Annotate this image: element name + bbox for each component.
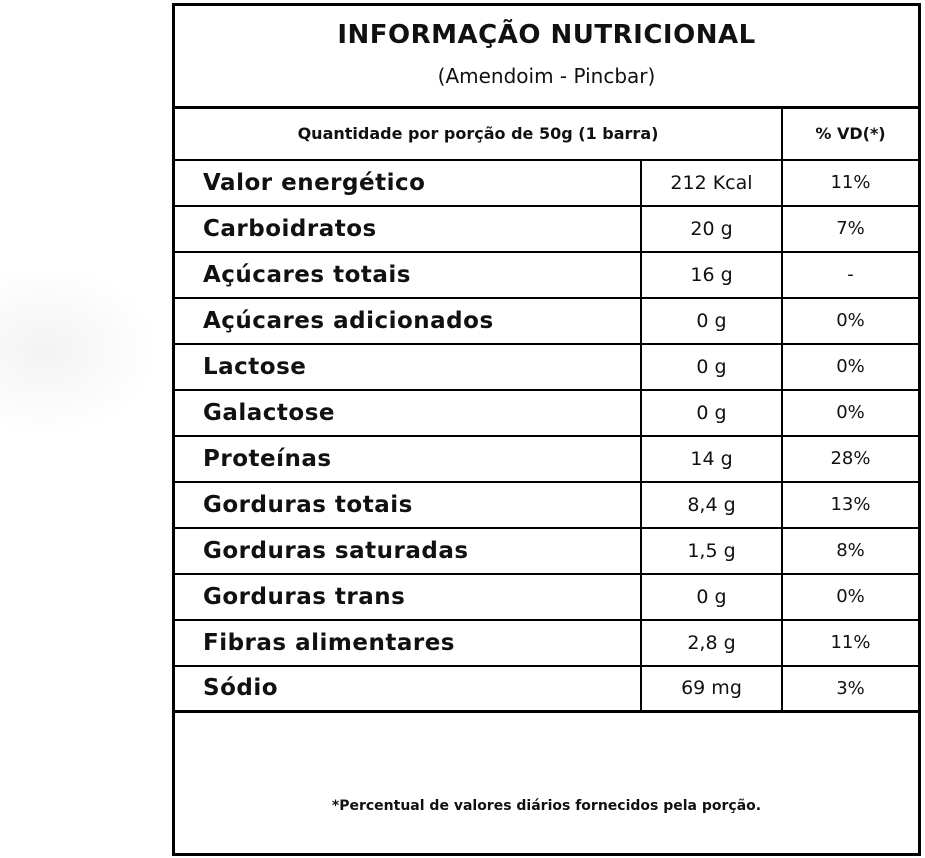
nutrient-vd: 0% — [781, 388, 918, 437]
title-block: INFORMAÇÃO NUTRICIONAL (Amendoim - Pincb… — [175, 6, 918, 106]
nutrient-vd: 11% — [781, 618, 918, 667]
table-row: Gorduras saturadas 1,5 g 8% — [175, 526, 918, 575]
nutrient-amount: 0 g — [640, 388, 783, 437]
table-row: Açúcares totais 16 g- — [175, 250, 918, 299]
nutrient-amount: 2,8 g — [640, 618, 783, 667]
nutrient-amount: 16 g — [640, 250, 783, 299]
label-subtitle: (Amendoim - Pincbar) — [437, 64, 656, 88]
nutrient-amount: 14 g — [640, 434, 783, 483]
table-row: Proteínas 14 g 28% — [175, 434, 918, 483]
nutrient-vd: 3% — [781, 664, 918, 713]
nutrient-amount: 69 mg — [640, 664, 783, 713]
nutrient-vd: 28% — [781, 434, 918, 483]
nutrient-vd: 0% — [781, 572, 918, 621]
nutrient-amount: 8,4 g — [640, 480, 783, 529]
nutrient-amount: 1,5 g — [640, 526, 783, 575]
footer: *Percentual de valores diários fornecido… — [175, 756, 918, 853]
table-row: Fibras alimentares 2,8 g 11% — [175, 618, 918, 667]
table-row: Gorduras totais 8,4 g 13% — [175, 480, 918, 529]
nutrient-vd: 8% — [781, 526, 918, 575]
nutrition-label: INFORMAÇÃO NUTRICIONAL (Amendoim - Pincb… — [172, 3, 921, 856]
background-shadow — [0, 270, 150, 430]
table-row: Sódio 69 mg 3% — [175, 664, 918, 713]
nutrition-table: Quantidade por porção de 50g (1 barra) %… — [175, 106, 918, 713]
nutrient-name: Carboidratos — [175, 204, 642, 253]
nutrient-name: Fibras alimentares — [175, 618, 642, 667]
nutrient-name: Lactose — [175, 342, 642, 391]
nutrient-amount: 20 g — [640, 204, 783, 253]
nutrient-vd: 7% — [781, 204, 918, 253]
table-row: Valor energético 212 Kcal 11% — [175, 158, 918, 207]
nutrient-vd: 13% — [781, 480, 918, 529]
vd-header: % VD(*) — [781, 106, 918, 161]
nutrient-vd: - — [781, 250, 918, 299]
nutrient-name: Galactose — [175, 388, 642, 437]
nutrient-amount: 212 Kcal — [640, 158, 783, 207]
nutrient-vd: 0% — [781, 342, 918, 391]
nutrient-vd: 11% — [781, 158, 918, 207]
portion-header: Quantidade por porção de 50g (1 barra) — [175, 106, 783, 161]
nutrient-name: Gorduras trans — [175, 572, 642, 621]
nutrient-amount: 0 g — [640, 572, 783, 621]
table-row: Galactose 0 g 0% — [175, 388, 918, 437]
nutrient-name: Proteínas — [175, 434, 642, 483]
nutrient-amount: 0 g — [640, 296, 783, 345]
table-header-row: Quantidade por porção de 50g (1 barra) %… — [175, 106, 918, 161]
nutrient-name: Gorduras totais — [175, 480, 642, 529]
table-row: Açúcares adicionados 0 g 0% — [175, 296, 918, 345]
nutrient-name: Açúcares adicionados — [175, 296, 642, 345]
table-row: Gorduras trans 0 g 0% — [175, 572, 918, 621]
footnote: *Percentual de valores diários fornecido… — [331, 798, 762, 814]
nutrient-name: Gorduras saturadas — [175, 526, 642, 575]
nutrient-amount: 0 g — [640, 342, 783, 391]
label-title: INFORMAÇÃO NUTRICIONAL — [337, 20, 756, 50]
nutrient-name: Valor energético — [175, 158, 642, 207]
nutrient-name: Açúcares totais — [175, 250, 642, 299]
table-row: Carboidratos 20 g 7% — [175, 204, 918, 253]
nutrient-name: Sódio — [175, 664, 642, 713]
table-row: Lactose 0 g 0% — [175, 342, 918, 391]
nutrient-vd: 0% — [781, 296, 918, 345]
